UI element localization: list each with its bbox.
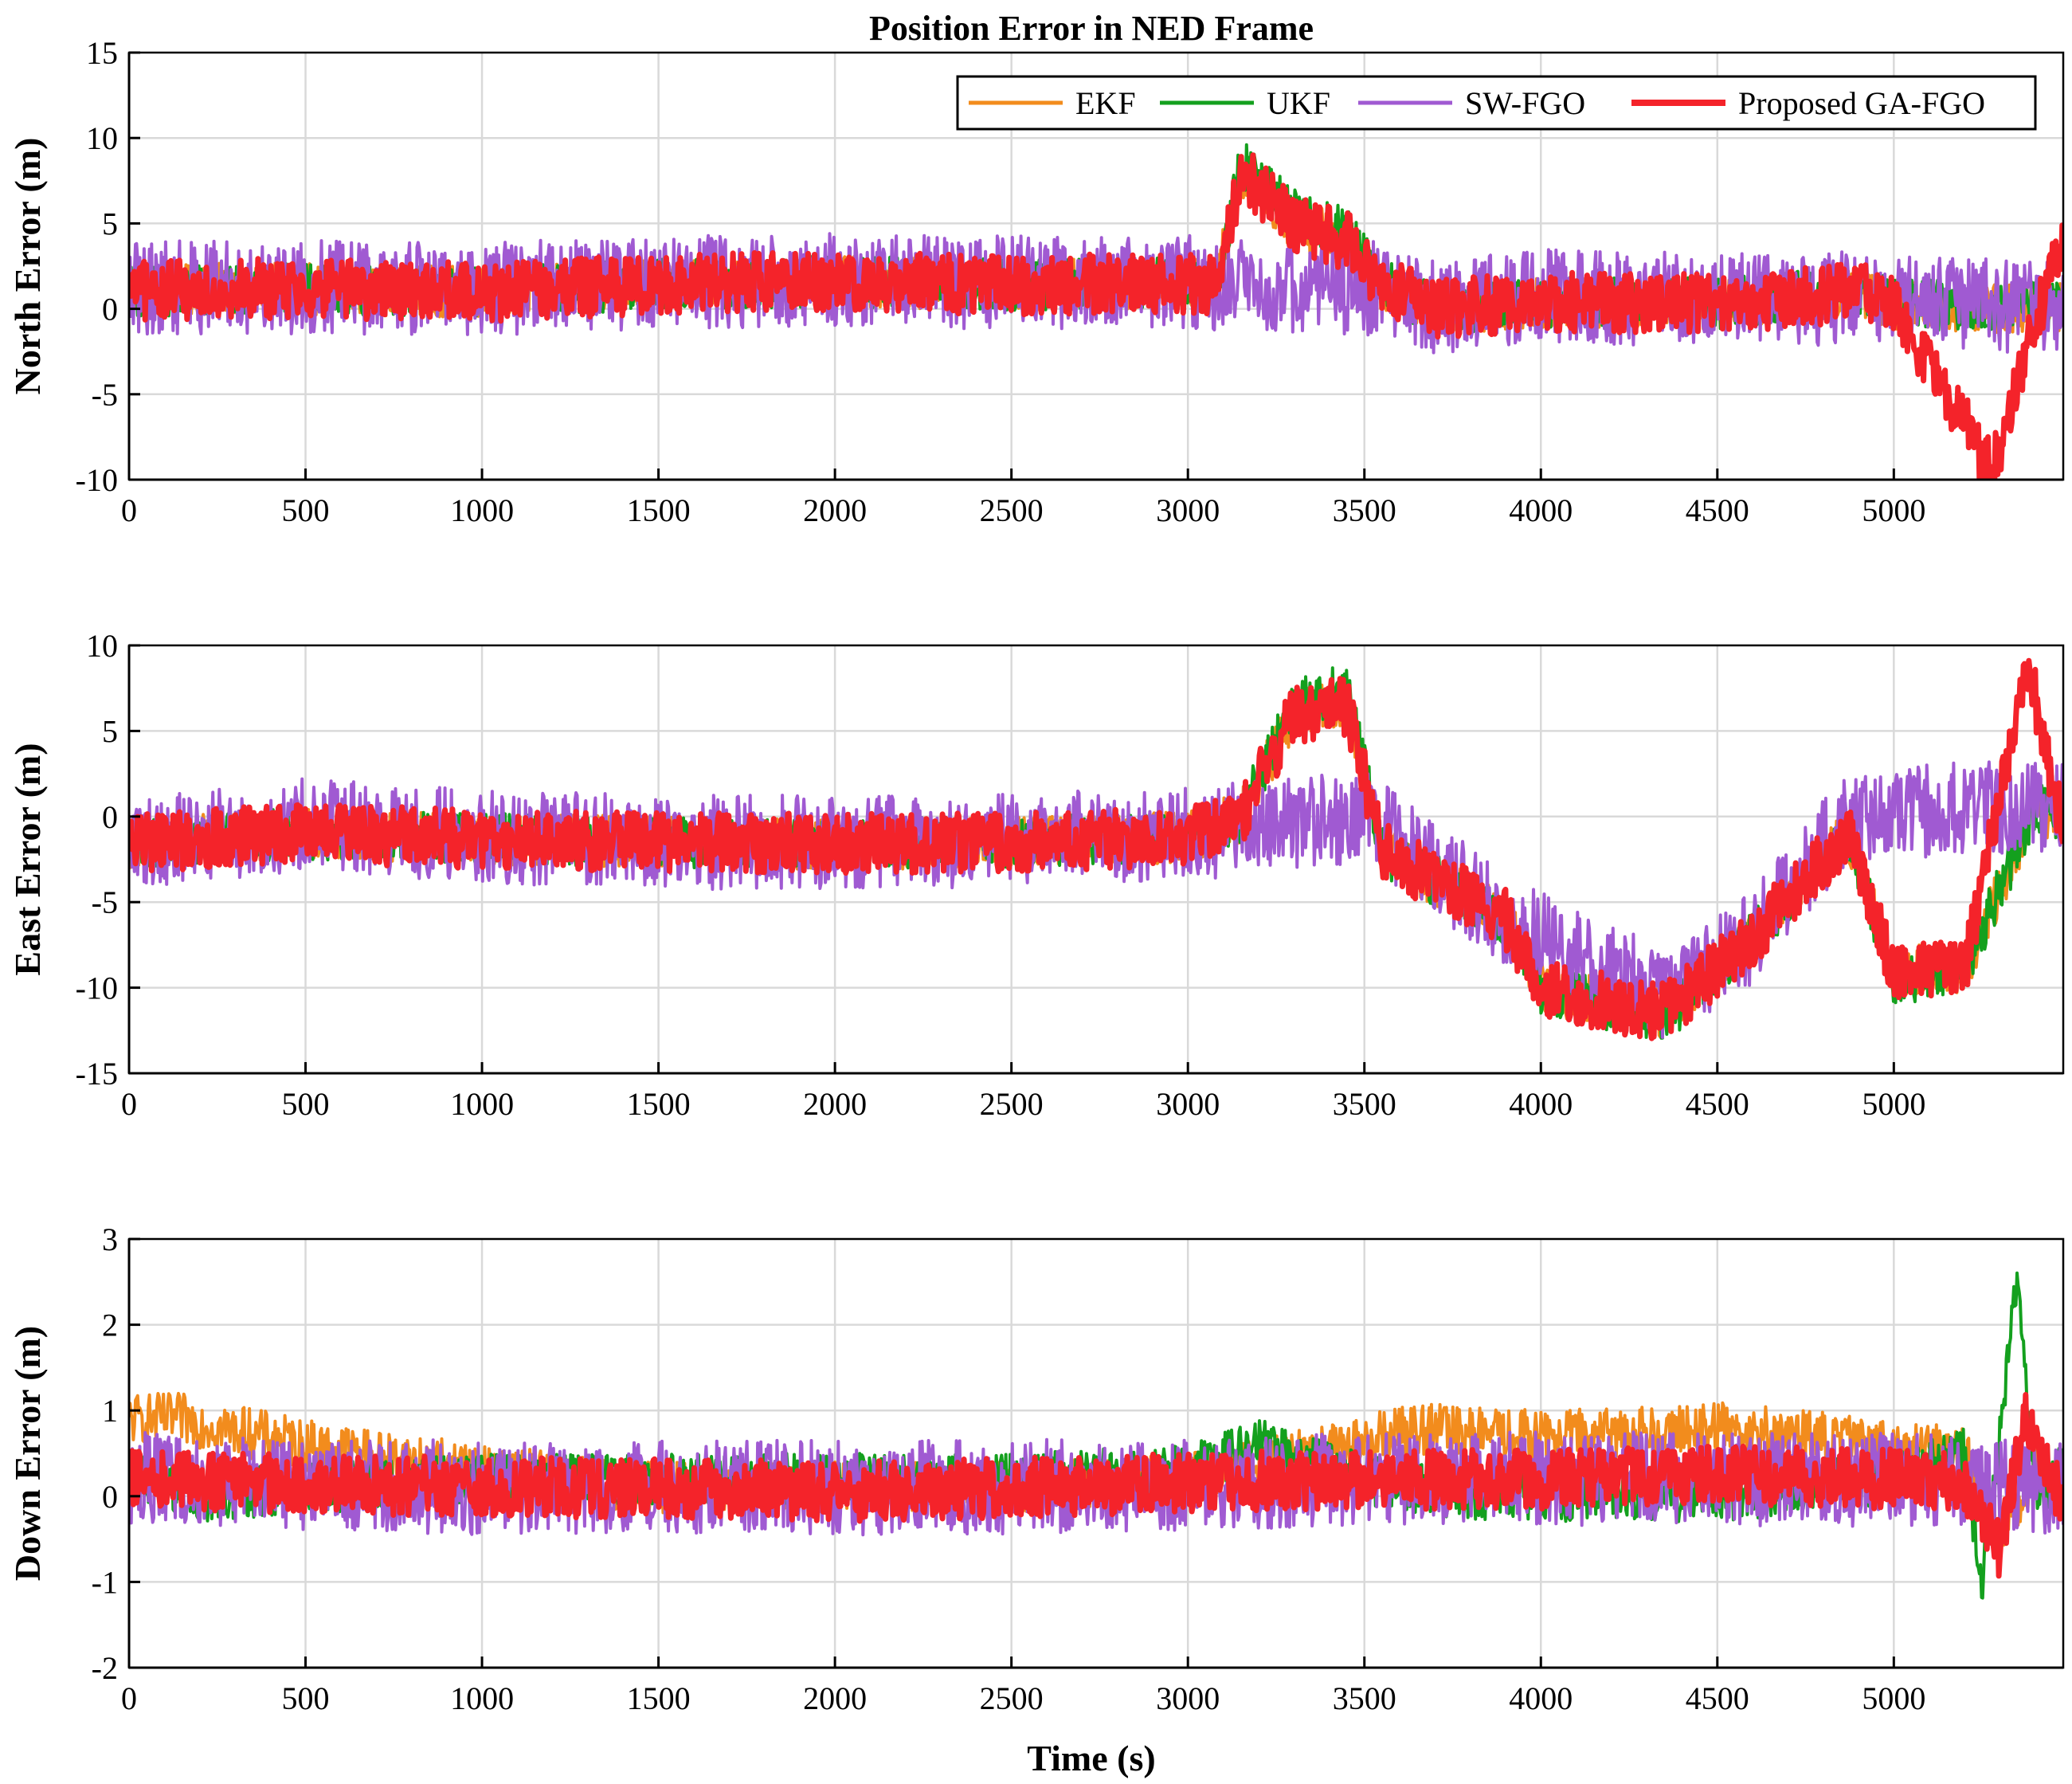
- x-tick-label: 0: [121, 492, 137, 528]
- x-tick-label: 3500: [1333, 492, 1396, 528]
- x-axis-label: Time (s): [1027, 1738, 1155, 1778]
- x-tick-label: 4000: [1509, 1086, 1573, 1122]
- x-tick-label: 4500: [1686, 492, 1749, 528]
- x-tick-label: 0: [121, 1086, 137, 1122]
- y-tick-label: 2: [102, 1308, 118, 1343]
- y-axis-label: North Error (m): [7, 138, 48, 395]
- x-tick-label: 3000: [1156, 1680, 1220, 1716]
- x-tick-label: 1500: [627, 492, 691, 528]
- y-tick-label: 5: [102, 713, 118, 749]
- series-line-proposed-ga-fgo: [129, 657, 2063, 1041]
- panel-2: 0 500 1000 1500 2000 2500 3000 3500 4000 4500 5000…: [7, 628, 2065, 1122]
- y-tick-label: 3: [102, 1221, 118, 1257]
- y-tick-label: 10: [86, 628, 118, 664]
- x-tick-label: 1000: [450, 492, 514, 528]
- y-tick-label: -10: [76, 462, 118, 498]
- x-tick-label: 4500: [1686, 1680, 1749, 1716]
- legend-label: Proposed GA-FGO: [1738, 85, 1985, 121]
- y-tick-label: 0: [102, 292, 118, 327]
- y-tick-label: 1: [102, 1393, 118, 1429]
- tick-marks: [127, 644, 1895, 1075]
- x-tick-label: 500: [282, 1680, 330, 1716]
- y-tick-label: 5: [102, 206, 118, 241]
- y-tick-label: 10: [86, 120, 118, 156]
- series-line-proposed-ga-fgo: [129, 152, 2063, 480]
- chart-title: Position Error in NED Frame: [869, 9, 1314, 48]
- x-tick-label: 2500: [980, 1680, 1044, 1716]
- x-tick-label: 500: [282, 492, 330, 528]
- legend-label: SW-FGO: [1465, 85, 1585, 121]
- x-tick-label: 2000: [803, 492, 867, 528]
- series-line-proposed-ga-fgo: [129, 1392, 2063, 1579]
- y-tick-label: 0: [102, 1479, 118, 1515]
- x-tick-label: 2500: [980, 492, 1044, 528]
- legend-box: [956, 75, 2037, 131]
- x-tick-label: 500: [282, 1086, 330, 1122]
- y-tick-label: -5: [92, 377, 118, 413]
- x-tick-label: 5000: [1862, 1680, 1925, 1716]
- y-tick-label: -15: [76, 1056, 118, 1092]
- panel-3: 0 500 1000 1500 2000 2500 3000 3500 4000 4500 5000…: [7, 1221, 2065, 1716]
- y-tick-label: 15: [86, 35, 118, 71]
- x-tick-label: 3000: [1156, 1086, 1220, 1122]
- legend-label: UKF: [1267, 85, 1330, 121]
- x-tick-label: 4000: [1509, 492, 1573, 528]
- y-tick-label: -2: [92, 1650, 118, 1686]
- tick-marks: [127, 51, 1895, 481]
- y-tick-label: -1: [92, 1564, 118, 1600]
- x-tick-label: 2500: [980, 1086, 1044, 1122]
- y-tick-label: 0: [102, 799, 118, 835]
- x-tick-label: 4500: [1686, 1086, 1749, 1122]
- x-tick-label: 3000: [1156, 492, 1220, 528]
- y-axis-label: East Error (m): [7, 743, 48, 975]
- legend: EKF UKF SW-FGO Proposed GA-FGO: [956, 75, 2037, 131]
- x-tick-label: 4000: [1509, 1680, 1573, 1716]
- legend-label: EKF: [1075, 85, 1136, 121]
- x-tick-label: 3500: [1333, 1680, 1396, 1716]
- x-tick-label: 5000: [1862, 492, 1925, 528]
- x-tick-label: 3500: [1333, 1086, 1396, 1122]
- x-tick-label: 1000: [450, 1086, 514, 1122]
- x-tick-label: 1500: [627, 1680, 691, 1716]
- x-tick-label: 1000: [450, 1680, 514, 1716]
- x-tick-label: 2000: [803, 1680, 867, 1716]
- x-tick-label: 1500: [627, 1086, 691, 1122]
- x-tick-label: 2000: [803, 1086, 867, 1122]
- x-tick-label: 5000: [1862, 1086, 1925, 1122]
- y-axis-label: Down Error (m): [7, 1326, 48, 1581]
- panels: 0 500 1000 1500 2000 2500 3000 3500 4000 4500 5000…: [7, 35, 2065, 1716]
- panel-1: 0 500 1000 1500 2000 2500 3000 3500 4000 4500 5000…: [7, 35, 2065, 528]
- y-tick-label: -5: [92, 884, 118, 920]
- x-tick-label: 0: [121, 1680, 137, 1716]
- y-tick-label: -10: [76, 970, 118, 1006]
- tick-marks: [127, 1237, 1895, 1669]
